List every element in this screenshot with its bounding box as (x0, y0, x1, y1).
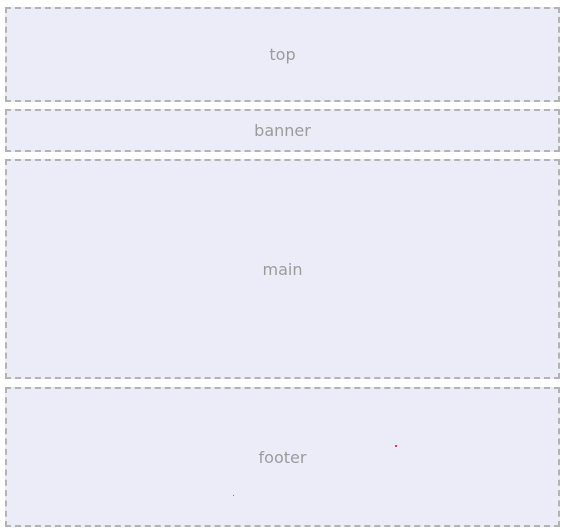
banner-region: banner (5, 109, 560, 152)
top-label: top (269, 45, 296, 64)
main-region: main (5, 159, 560, 379)
main-label: main (262, 259, 303, 279)
footer-region: footer (5, 387, 560, 527)
red-dot-marker (395, 445, 397, 447)
dark-dot-marker (233, 495, 234, 496)
top-region: top (5, 7, 560, 102)
footer-label: footer (258, 447, 307, 467)
banner-label: banner (254, 121, 311, 140)
